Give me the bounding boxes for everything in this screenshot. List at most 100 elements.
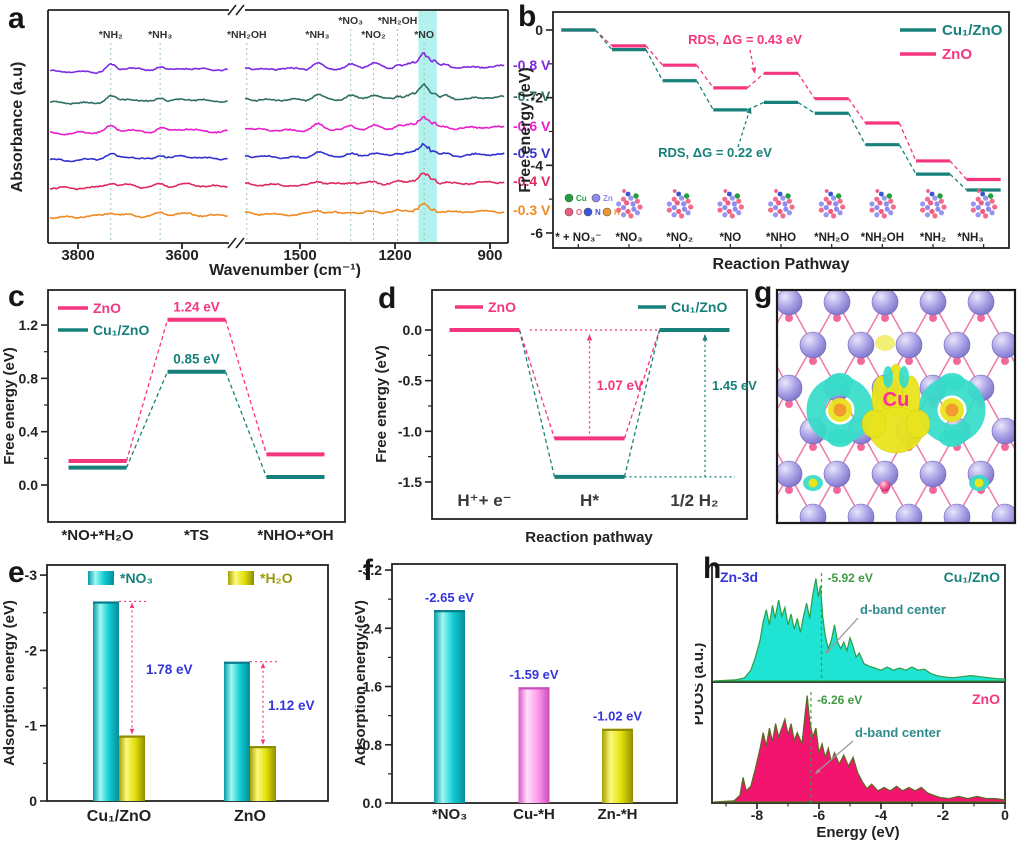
y-tick: 0.8 xyxy=(19,370,39,386)
legend-label: ZnO xyxy=(93,300,121,316)
panel-f-label: f xyxy=(363,554,373,587)
x-tick: -4 xyxy=(875,807,888,823)
pdos-series-label: ZnO xyxy=(972,691,1000,707)
peak-label: *NH₂ xyxy=(99,29,123,41)
y-tick: -0.5 xyxy=(398,373,422,389)
frame xyxy=(775,288,1017,525)
category-label: *NO₃ xyxy=(432,806,467,823)
barrier-label: 0.85 eV xyxy=(173,352,220,367)
bar-value-label: -1.59 eV xyxy=(509,667,558,682)
category-label: *NH₂ xyxy=(920,232,946,244)
rds-label: RDS, ΔG = 0.43 eV xyxy=(688,32,802,47)
d-band-annotation: d-band center xyxy=(855,725,941,740)
bar-*NO₃-Cu₁/ZnO xyxy=(93,601,119,801)
intermediate-structures xyxy=(616,189,998,219)
y-tick: 0.0 xyxy=(19,477,39,493)
legend-label: Cu₁/ZnO xyxy=(942,22,1003,39)
panel-d-label: d xyxy=(378,282,397,315)
panel-e-label: e xyxy=(8,556,25,589)
peak-label: *NH₂OH xyxy=(378,15,418,27)
category-label: 1/2 H₂ xyxy=(670,491,718,510)
bar-*NO₃-ZnO xyxy=(224,661,250,801)
category-label: ZnO xyxy=(234,808,266,825)
y-tick: 0.0 xyxy=(363,795,383,811)
category-label: H⁺+ e⁻ xyxy=(457,491,511,510)
energy-arrows: 1.07 eV 1.45 eV xyxy=(586,334,757,477)
category-label: *NHO xyxy=(766,232,796,244)
y-axis-title: Free energy (eV) xyxy=(517,67,534,192)
rds-annotations: RDS, ΔG = 0.43 eV RDS, ΔG = 0.22 eV xyxy=(658,32,802,160)
category-label: *NO₃ xyxy=(615,232,642,244)
y-tick: -0.8 xyxy=(358,737,382,753)
x-axis-title: Reaction Pathway xyxy=(713,256,850,273)
peak-label: *NO xyxy=(414,29,434,41)
atom-legend: Cu Zn O N H xyxy=(564,193,620,217)
orbital-label: Zn-3d xyxy=(720,569,758,585)
y-tick: -1 xyxy=(25,718,38,734)
x-axis: 3800 3600 1500 1200 900 xyxy=(61,243,503,264)
atom-symbol: O xyxy=(576,208,582,217)
bar-*H₂O-Cu₁/ZnO xyxy=(119,735,145,801)
atom-symbol: N xyxy=(595,208,601,217)
peak-label: *NH₃ xyxy=(148,29,172,41)
x-tick: -2 xyxy=(937,807,950,823)
rds-label: RDS, ΔG = 0.22 eV xyxy=(658,145,772,160)
d-band-annotation: d-band center xyxy=(860,602,946,617)
peak-label: *NO₂ xyxy=(361,29,386,41)
panel-c-label: c xyxy=(8,280,25,313)
pdos-curve-Cu₁/ZnO xyxy=(713,578,1005,682)
panel-c-chart: 0.0 0.4 0.8 1.2 1.24 eV 0.85 eV ZnO Cu₁/ZnO *NO+… xyxy=(1,289,346,544)
category-label: *NHO+*OH xyxy=(257,527,333,544)
x-axis-title: Energy (eV) xyxy=(816,824,899,841)
energy-levels xyxy=(449,328,735,479)
energy-gap-label: 1.07 eV xyxy=(597,378,644,393)
bar-*H₂O-ZnO xyxy=(250,746,276,801)
bar-Cu-*H xyxy=(518,687,550,803)
category-label: *NH₃ xyxy=(957,232,983,244)
energy-levels xyxy=(561,28,1001,192)
category-label: *NO+*H₂O xyxy=(61,527,133,544)
legend-label: *NO₃ xyxy=(120,570,153,586)
potential-label: -0.4 V xyxy=(513,173,551,189)
peak-label: *NO₃ xyxy=(338,15,363,27)
x-tick: 3600 xyxy=(165,247,198,264)
potential-label: -0.6 V xyxy=(513,118,551,134)
category-label: *NO₂ xyxy=(666,232,693,244)
y-tick: -1.5 xyxy=(398,474,422,490)
legend-label: *H₂O xyxy=(260,570,293,586)
panel-a-label: a xyxy=(8,2,25,35)
x-tick: 900 xyxy=(478,247,503,264)
y-axis-title: PDOS (a.u.) xyxy=(695,643,707,726)
category-label: *TS xyxy=(184,527,209,544)
potential-label: -0.5 V xyxy=(513,145,551,161)
peak-guides: *NH₂ *NH₃ *NH₂OH *NH₃ *NO₃ *NO₂ *NH₂OH *NO xyxy=(99,15,434,242)
bar-*NO₃ xyxy=(434,610,465,803)
panel-a: a *NH₂ *NH₃ *NH₂OH *NH₃ *NO₃ *NO₂ *NH₂OH *NO -0.… xyxy=(0,0,560,279)
diff-label: 1.12 eV xyxy=(268,698,315,713)
y-tick: -2.4 xyxy=(358,620,382,636)
panel-c: c 0.0 0.4 0.8 1.2 1.24 eV 0.85 eV ZnO Cu₁/ZnO *N… xyxy=(0,278,380,550)
bar-value-label: -2.65 eV xyxy=(425,590,474,605)
y-axis-title: Absorbance (a.u) xyxy=(9,62,26,193)
category-label: *NH₂O xyxy=(814,232,849,244)
atom-symbol: Zn xyxy=(603,194,613,203)
y-tick: -2 xyxy=(531,90,544,106)
panel-h: h -5.92 eV Cu₁/ZnO Zn-3d d-band center -6.26… xyxy=(695,552,1023,843)
y-axis-title: Adsorption energy (eV) xyxy=(355,600,369,766)
x-tick: -8 xyxy=(751,807,764,823)
charge-isosurfaces xyxy=(803,335,989,491)
panel-g: g Cu xyxy=(750,278,1023,550)
energy-levels xyxy=(68,317,325,480)
diff-label: 1.78 eV xyxy=(146,662,193,677)
barrier-label: 1.24 eV xyxy=(173,300,220,315)
y-axis-title: Adsorption energy (eV) xyxy=(1,600,18,766)
legend-label: ZnO xyxy=(942,46,972,63)
x-tick: 1500 xyxy=(283,247,316,264)
panel-b: b 0 -2 -4 -6 Cu₁/ZnO ZnO RDS, ΔG = 0.43 eV RDS,… xyxy=(512,0,1023,278)
y-tick: -4 xyxy=(531,157,544,173)
x-tick: 3800 xyxy=(61,247,94,264)
d-band-value: -5.92 eV xyxy=(827,571,872,585)
panel-h-chart: -5.92 eV Cu₁/ZnO Zn-3d d-band center -6.26 e… xyxy=(695,564,1009,841)
category-label: *NH₂OH xyxy=(861,232,904,244)
